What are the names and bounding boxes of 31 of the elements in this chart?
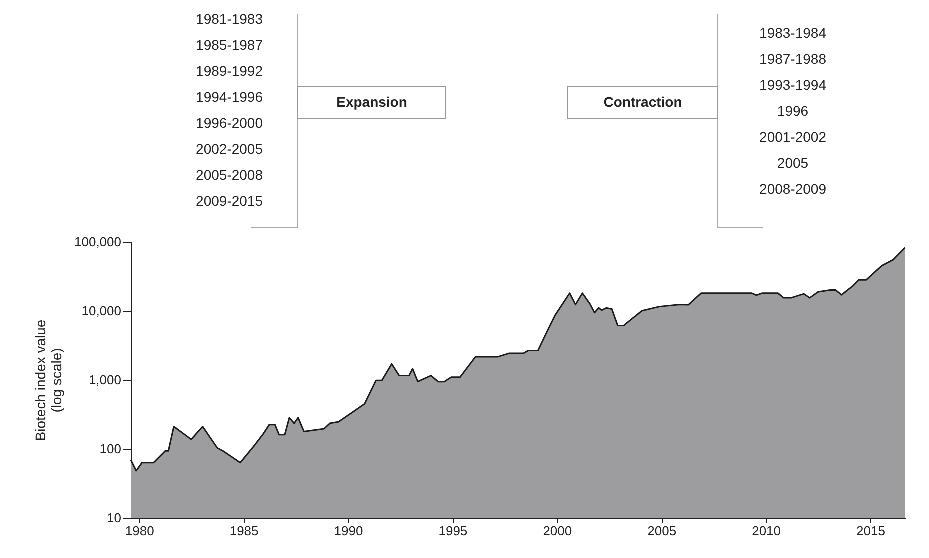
- text: Expansion: [336, 94, 408, 110]
- x-tick-label: 2000: [543, 524, 572, 538]
- text: 2005-2008: [196, 167, 264, 183]
- x-tick-label: 2005: [648, 524, 677, 538]
- x-tick-label: 1980: [125, 524, 154, 538]
- text: 1987-1988: [760, 51, 827, 67]
- text: 2005: [777, 155, 809, 171]
- y-tick-label: 100,000: [74, 234, 122, 250]
- text: 1981-1983: [196, 11, 264, 27]
- text: 1983-1984: [760, 25, 827, 41]
- text: 2001-2002: [760, 129, 827, 145]
- y-tick-label: 100: [100, 442, 122, 456]
- text: 2009-2015: [196, 193, 264, 209]
- x-tick-label: 2010: [752, 524, 781, 538]
- text: 1985-1987: [196, 37, 264, 53]
- x-tick-label: 1990: [334, 524, 364, 538]
- x-tick-label: 1995: [438, 524, 468, 538]
- text: 1996: [777, 103, 809, 119]
- text: 2008-2009: [760, 181, 827, 197]
- y-tick-label: 10,000: [82, 304, 122, 318]
- text: 1996-2000: [196, 115, 264, 131]
- text: 1994-1996: [196, 89, 264, 105]
- y-tick-label: 1,000: [88, 372, 122, 388]
- y-tick-label: 10: [107, 510, 122, 526]
- text: Contraction: [604, 94, 682, 110]
- y-axis-title: Biotech index value (log scale): [32, 320, 65, 442]
- x-tick-label: 2015: [856, 524, 886, 538]
- x-tick-label: 1985: [230, 524, 259, 538]
- text: 1993-1994: [760, 77, 827, 93]
- text: 2002-2005: [196, 141, 264, 157]
- text: 1989-1992: [196, 63, 264, 79]
